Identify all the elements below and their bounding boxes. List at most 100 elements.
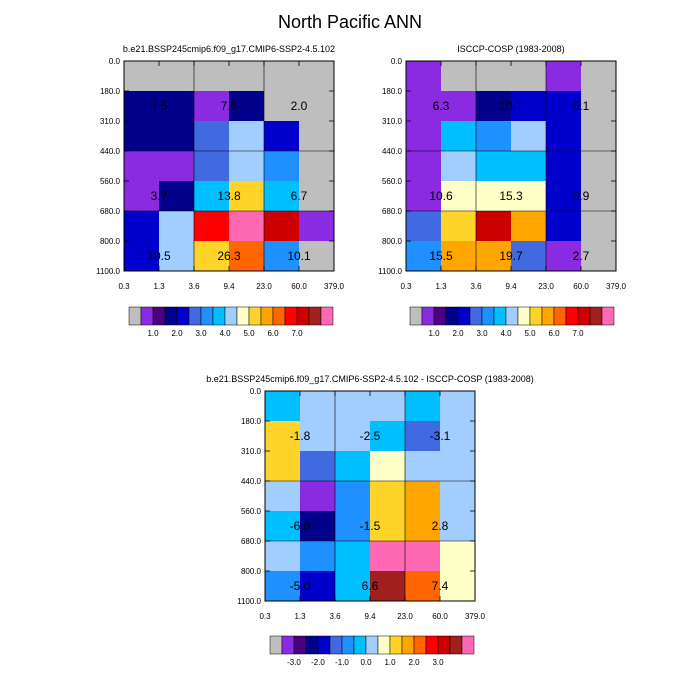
heatmap-cell bbox=[441, 241, 477, 272]
colorbar-label: 6.0 bbox=[548, 329, 560, 338]
colorbar-box bbox=[164, 306, 178, 326]
heatmap-cell bbox=[300, 511, 336, 542]
y-tick-label: 180.0 bbox=[100, 87, 121, 96]
y-tick-label: 1100.0 bbox=[237, 597, 261, 606]
y-tick-label: 0.0 bbox=[250, 387, 262, 396]
heatmap-cell bbox=[546, 181, 582, 212]
colorbar-label: 2.0 bbox=[452, 329, 464, 338]
heatmap-cell bbox=[406, 91, 442, 122]
colorbar-box bbox=[152, 306, 166, 326]
y-tick-label: 1100.0 bbox=[378, 267, 402, 276]
y-tick-label: 440.0 bbox=[100, 147, 121, 156]
colorbar: 1.0 2.0 3.0 4.0 5.0 6.0 7.0 bbox=[128, 306, 334, 338]
heatmap-cell bbox=[194, 211, 230, 242]
heatmap-cell bbox=[335, 391, 371, 422]
y-tick-label: 0.0 bbox=[391, 57, 403, 66]
heatmap-cell bbox=[511, 211, 547, 242]
panel-title: b.e21.BSSP245cmip6.f09_g17.CMIP6-SSP2-4.… bbox=[206, 374, 534, 384]
colorbar-box bbox=[517, 306, 531, 326]
heatmap-cell bbox=[511, 151, 547, 182]
heatmap-cells bbox=[406, 61, 617, 272]
y-tick-label: 310.0 bbox=[100, 117, 121, 126]
heatmap-cell bbox=[546, 91, 582, 122]
y-tick-label: 560.0 bbox=[382, 177, 403, 186]
heatmap-cell bbox=[441, 181, 477, 212]
heatmap-cell bbox=[299, 91, 335, 122]
colorbar-box bbox=[305, 635, 319, 655]
cell-value-label: 3.7 bbox=[151, 189, 168, 203]
heatmap-cell bbox=[264, 211, 300, 242]
cell-value-label: 26.3 bbox=[217, 249, 241, 263]
heatmap-cell bbox=[264, 61, 300, 92]
heatmap-cell bbox=[440, 511, 476, 542]
heatmap-cell bbox=[405, 451, 441, 482]
colorbar-label: 1.0 bbox=[147, 329, 159, 338]
cell-value-label: 4.5 bbox=[151, 99, 168, 113]
colorbar-box bbox=[461, 635, 475, 655]
heatmap-cell bbox=[159, 181, 195, 212]
heatmap-cell bbox=[440, 541, 476, 572]
heatmap-cell bbox=[581, 151, 617, 182]
cell-value-label: -1.8 bbox=[290, 429, 311, 443]
x-tick-label: 1.3 bbox=[153, 282, 165, 291]
heatmap-cell bbox=[335, 541, 371, 572]
heatmap-cell bbox=[581, 241, 617, 272]
heatmap-cell bbox=[441, 61, 477, 92]
colorbar-box bbox=[128, 306, 142, 326]
colorbar: -3.0 -2.0 -1.0 0.0 1.0 2.0 3.0 bbox=[269, 635, 475, 667]
heatmap-cell bbox=[159, 151, 195, 182]
y-tick-label: 680.0 bbox=[241, 537, 262, 546]
heatmap-cell bbox=[440, 391, 476, 422]
y-tick-label: 1100.0 bbox=[96, 267, 120, 276]
heatmap-cell bbox=[299, 181, 335, 212]
cell-value-label: 2.7 bbox=[573, 249, 590, 263]
heatmap-cell bbox=[159, 91, 195, 122]
heatmap-cell bbox=[229, 121, 265, 152]
colorbar-box bbox=[377, 635, 391, 655]
heatmap-cell bbox=[265, 451, 301, 482]
colorbar-box bbox=[541, 306, 555, 326]
colorbar-box bbox=[389, 635, 403, 655]
heatmap-cell bbox=[300, 541, 336, 572]
heatmap-cell bbox=[229, 151, 265, 182]
x-tick-label: 379.0 bbox=[324, 282, 345, 291]
heatmap-cell bbox=[476, 121, 512, 152]
colorbar-box bbox=[281, 635, 295, 655]
cell-value-label: 6.7 bbox=[291, 189, 308, 203]
heatmap-cell bbox=[124, 211, 160, 242]
heatmap-cell bbox=[405, 481, 441, 512]
heatmap-cell bbox=[441, 211, 477, 242]
heatmap-cell bbox=[159, 241, 195, 272]
cell-value-label: 15.3 bbox=[499, 189, 523, 203]
heatmap-cell bbox=[406, 61, 442, 92]
colorbar-box bbox=[293, 635, 307, 655]
heatmap-cell bbox=[335, 571, 371, 602]
heatmap-cell bbox=[370, 391, 406, 422]
colorbar-box bbox=[200, 306, 214, 326]
heatmap-cell bbox=[264, 241, 300, 272]
cell-value-label: -1.5 bbox=[360, 519, 381, 533]
colorbar-box bbox=[421, 306, 435, 326]
x-tick-label: 0.3 bbox=[259, 612, 271, 621]
colorbar-label: 6.0 bbox=[267, 329, 279, 338]
heatmap-cell bbox=[405, 541, 441, 572]
heatmap-cell bbox=[581, 211, 617, 242]
cell-value-label: -6.8 bbox=[290, 519, 311, 533]
x-tick-label: 3.6 bbox=[470, 282, 482, 291]
cell-value-label: -5.0 bbox=[290, 579, 311, 593]
y-tick-label: 680.0 bbox=[100, 207, 121, 216]
heatmap-cell bbox=[405, 391, 441, 422]
colorbar-label: 3.0 bbox=[476, 329, 488, 338]
heatmap-cell bbox=[265, 391, 301, 422]
heatmap-cell bbox=[124, 241, 160, 272]
heatmap-cell bbox=[370, 511, 406, 542]
heatmap-cell bbox=[299, 211, 335, 242]
y-tick-label: 0.0 bbox=[109, 57, 121, 66]
cell-value-label: -2.5 bbox=[360, 429, 381, 443]
colorbar-box bbox=[469, 306, 483, 326]
heatmap-cell bbox=[476, 91, 512, 122]
heatmap-cell bbox=[581, 121, 617, 152]
colorbar-box bbox=[437, 635, 451, 655]
heatmap-cell bbox=[370, 421, 406, 452]
